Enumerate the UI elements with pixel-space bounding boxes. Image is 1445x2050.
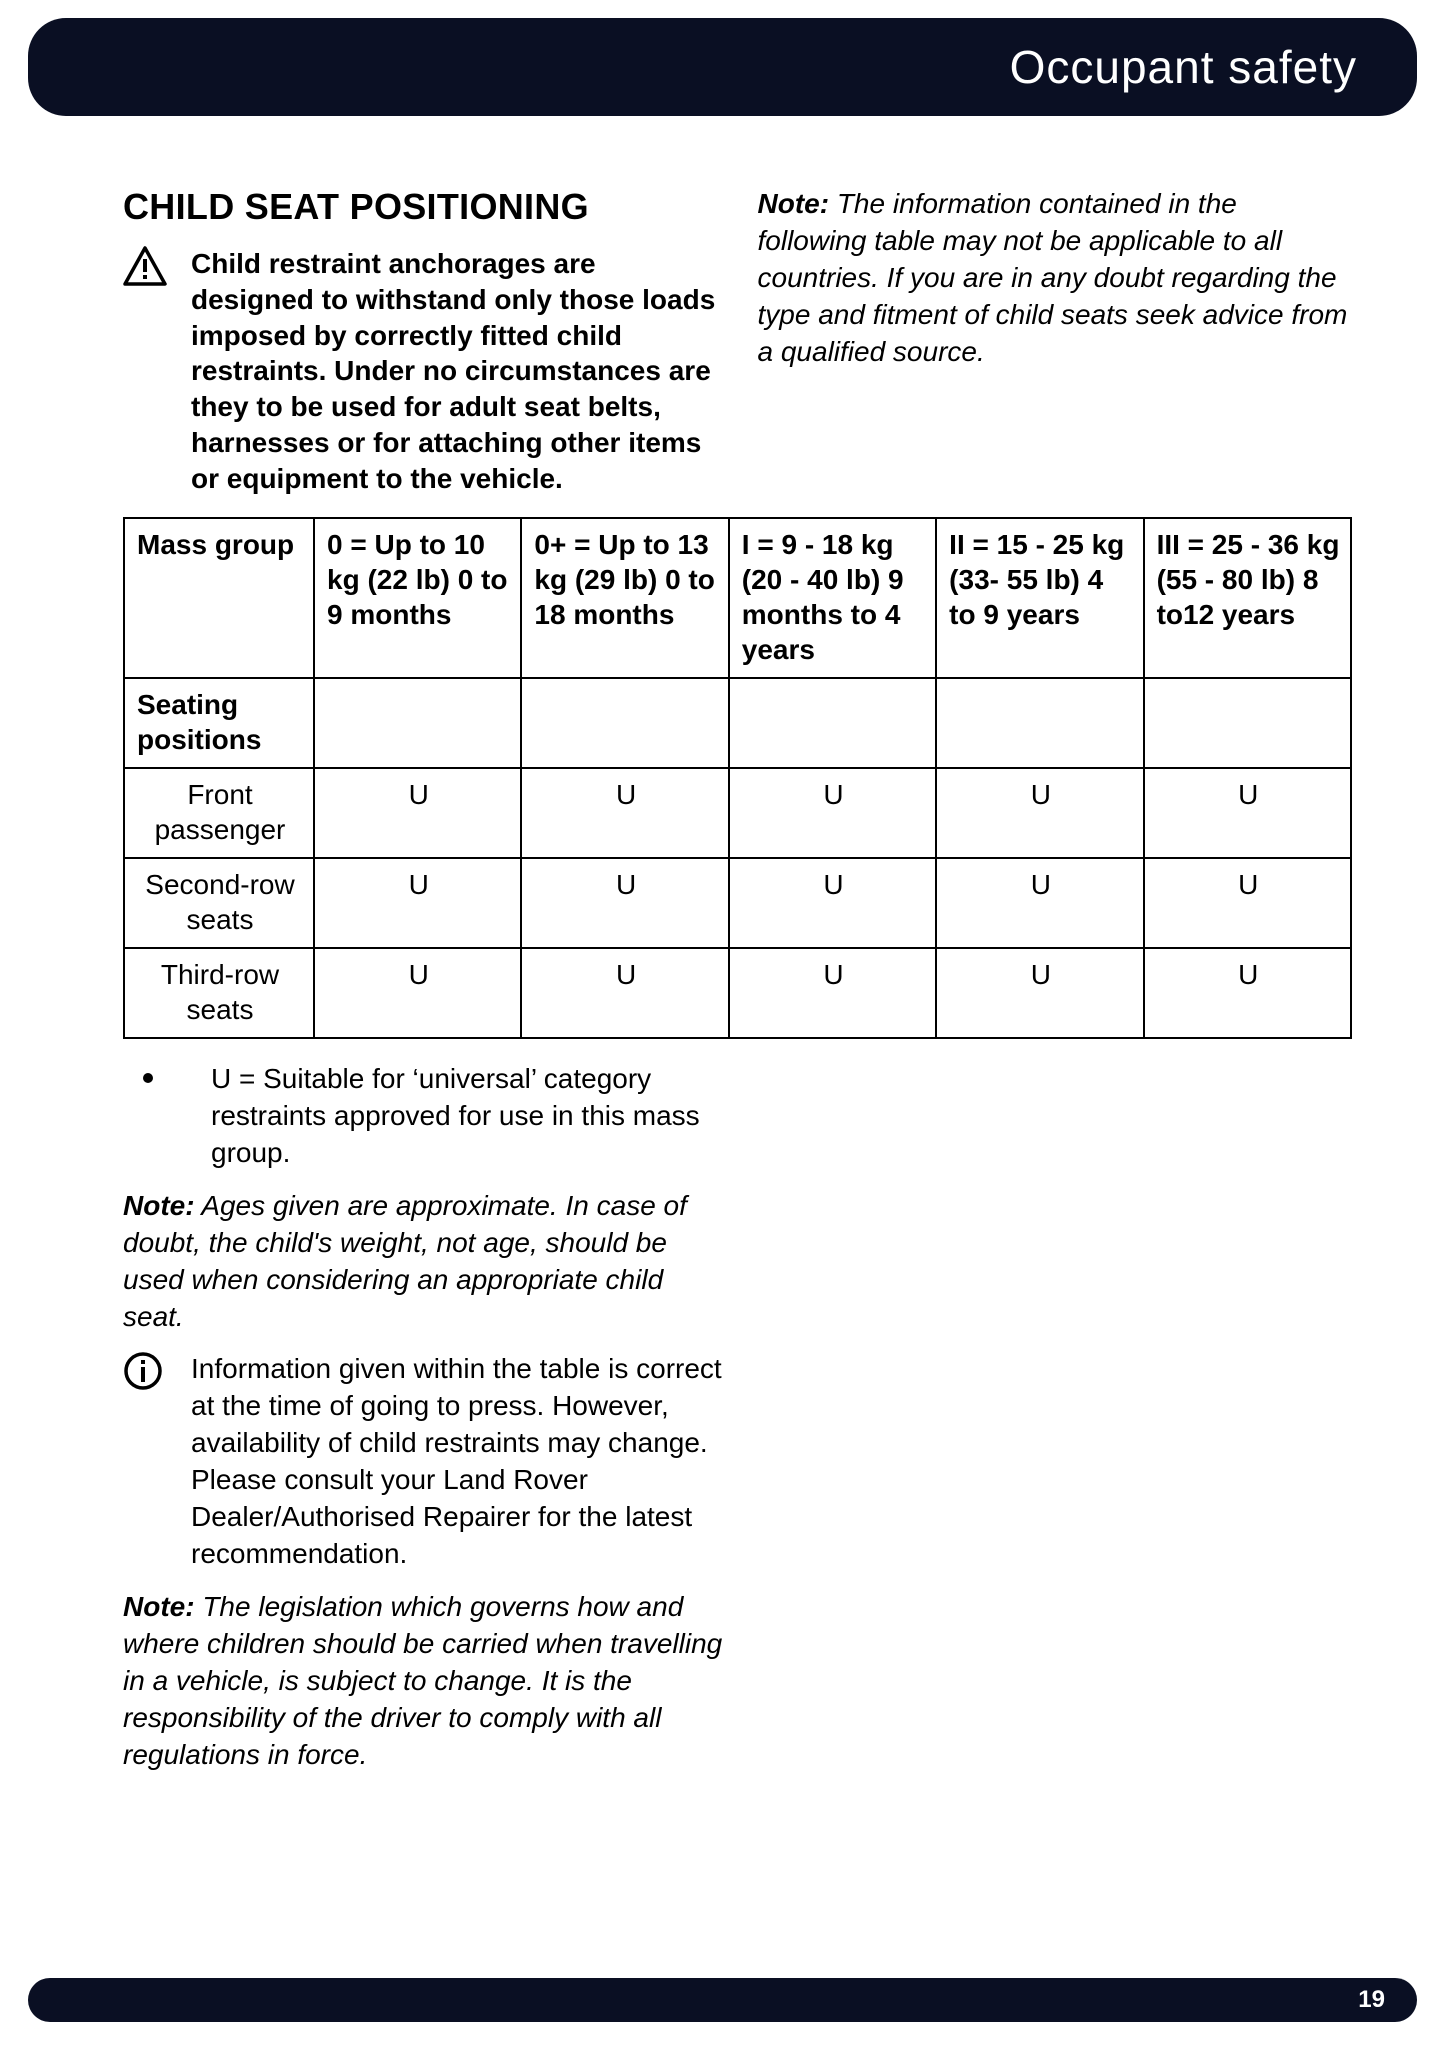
- cell: U: [521, 858, 728, 948]
- cell: U: [1144, 948, 1351, 1038]
- header-bar: Occupant safety: [28, 18, 1417, 116]
- col-header: 0+ = Up to 13 kg (29 lb) 0 to 18 months: [521, 518, 728, 678]
- empty-cell: [314, 678, 521, 768]
- cell: U: [314, 768, 521, 858]
- cell: U: [729, 768, 936, 858]
- note-label: Note:: [123, 1591, 195, 1622]
- bullet-dot-icon: [143, 1073, 153, 1083]
- note-label: Note:: [123, 1190, 195, 1221]
- cell: U: [729, 858, 936, 948]
- cell: U: [521, 948, 728, 1038]
- info-circle-icon: [123, 1351, 173, 1573]
- below-left-column: U = Suitable for ‘universal’ category re…: [28, 1061, 788, 1774]
- row-label: Front passenger: [124, 768, 314, 858]
- empty-cell: [729, 678, 936, 768]
- mass-group-table: Mass group 0 = Up to 10 kg (22 lb) 0 to …: [123, 517, 1352, 1039]
- col-header: 0 = Up to 10 kg (22 lb) 0 to 9 months: [314, 518, 521, 678]
- header-title: Occupant safety: [1010, 40, 1357, 94]
- left-column: CHILD SEAT POSITIONING Child restraint a…: [123, 186, 718, 509]
- section-title: CHILD SEAT POSITIONING: [123, 186, 718, 228]
- cell: U: [936, 768, 1143, 858]
- table-row: Second-row seats U U U U U: [124, 858, 1351, 948]
- note-text: The information contained in the followi…: [758, 188, 1348, 367]
- row-label: Third-row seats: [124, 948, 314, 1038]
- seating-positions-row: Seating positions: [124, 678, 1351, 768]
- warning-triangle-icon: [123, 246, 173, 497]
- row-label: Second-row seats: [124, 858, 314, 948]
- cell: U: [936, 858, 1143, 948]
- cell: U: [314, 858, 521, 948]
- bullet-item: U = Suitable for ‘universal’ category re…: [143, 1061, 723, 1172]
- empty-cell: [936, 678, 1143, 768]
- right-note: Note: The information contained in the f…: [758, 186, 1353, 371]
- footer-bar: [28, 1978, 1417, 2022]
- empty-cell: [1144, 678, 1351, 768]
- cell: U: [1144, 768, 1351, 858]
- info-text: Information given within the table is co…: [191, 1351, 723, 1573]
- table-row: Third-row seats U U U U U: [124, 948, 1351, 1038]
- note-text: The legislation which governs how and wh…: [123, 1591, 722, 1770]
- table-row: Front passenger U U U U U: [124, 768, 1351, 858]
- cell: U: [314, 948, 521, 1038]
- note-legislation: Note: The legislation which governs how …: [123, 1589, 723, 1774]
- page-number: 19: [1358, 1986, 1385, 2014]
- seating-label: Seating positions: [124, 678, 314, 768]
- warning-text: Child restraint anchorages are designed …: [191, 246, 718, 497]
- col-header: II = 15 - 25 kg (33- 55 lb) 4 to 9 years: [936, 518, 1143, 678]
- col-header: I = 9 - 18 kg (20 - 40 lb) 9 months to 4…: [729, 518, 936, 678]
- note-text: Ages given are approximate. In case of d…: [123, 1190, 687, 1332]
- table-wrap: Mass group 0 = Up to 10 kg (22 lb) 0 to …: [28, 509, 1417, 1039]
- page: Occupant safety CHILD SEAT POSITIONING C…: [0, 0, 1445, 2050]
- col0-header: Mass group: [124, 518, 314, 678]
- note-ages: Note: Ages given are approximate. In cas…: [123, 1188, 723, 1336]
- table-header-row: Mass group 0 = Up to 10 kg (22 lb) 0 to …: [124, 518, 1351, 678]
- cell: U: [1144, 858, 1351, 948]
- warning-block: Child restraint anchorages are designed …: [123, 246, 718, 497]
- right-column: Note: The information contained in the f…: [758, 186, 1353, 509]
- content-columns: CHILD SEAT POSITIONING Child restraint a…: [28, 116, 1417, 509]
- bullet-text: U = Suitable for ‘universal’ category re…: [211, 1061, 723, 1172]
- cell: U: [936, 948, 1143, 1038]
- info-block: Information given within the table is co…: [123, 1351, 723, 1573]
- note-label: Note:: [758, 188, 830, 219]
- col-header: III = 25 - 36 kg (55 - 80 lb) 8 to12 yea…: [1144, 518, 1351, 678]
- cell: U: [729, 948, 936, 1038]
- empty-cell: [521, 678, 728, 768]
- cell: U: [521, 768, 728, 858]
